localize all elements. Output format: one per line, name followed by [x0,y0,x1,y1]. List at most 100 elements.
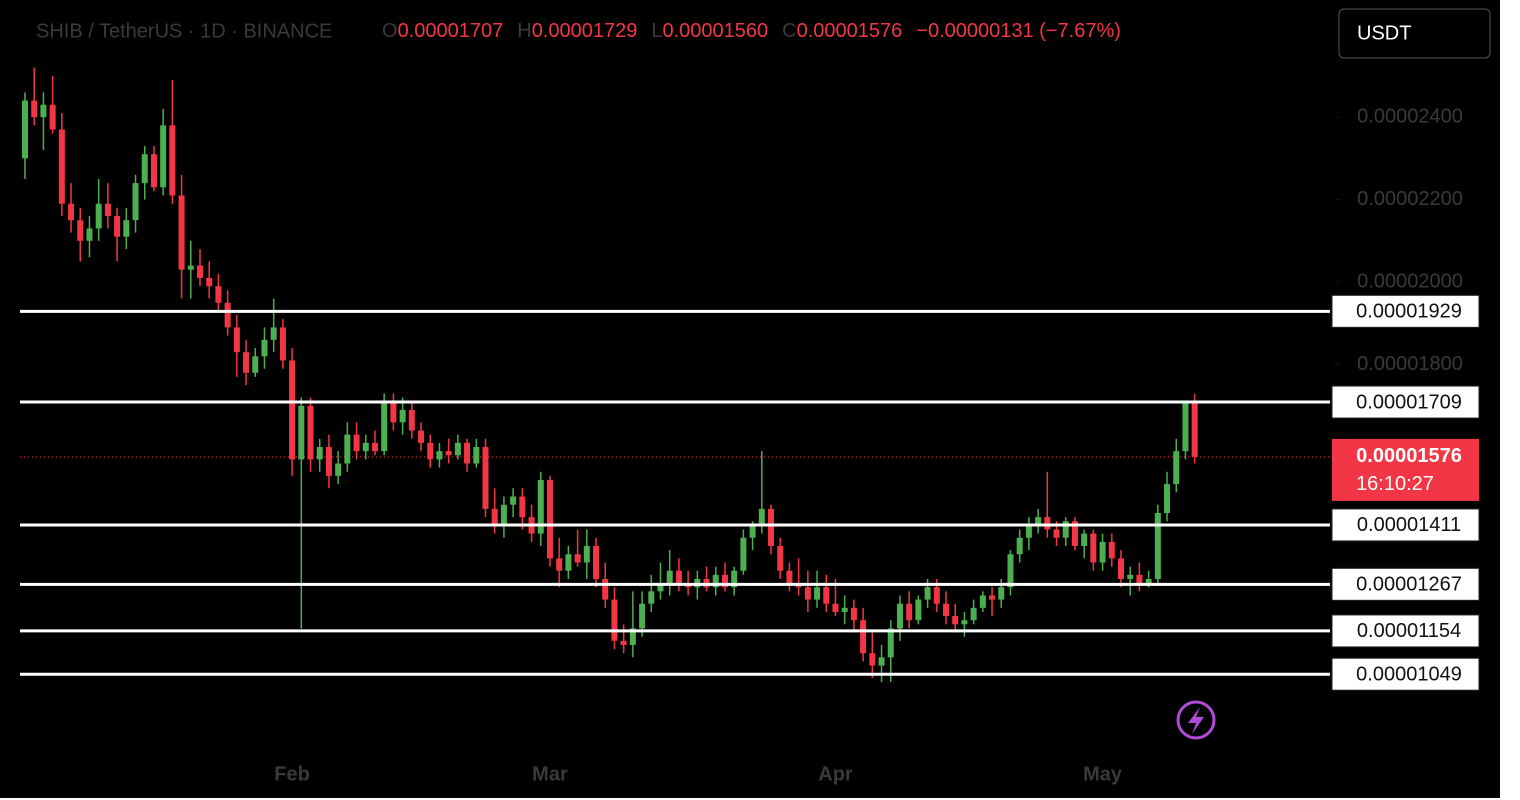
candle-body [325,447,332,476]
candle-body [279,327,286,361]
legend-key: L [651,20,662,42]
candle-body [620,640,627,645]
candle-body [196,265,203,278]
ohlc-values: O0.00001707 H0.00001729 L0.00001560 C0.0000… [382,20,1121,42]
candle-body [924,587,931,600]
candle-body [657,583,664,592]
candle-body [49,104,56,130]
candle-body [1062,521,1069,538]
candle-body [31,100,38,118]
price-level-box [1331,614,1480,648]
candle-body [22,100,28,159]
candle-body [224,302,231,328]
candle-body [602,578,609,600]
candle-body [952,616,959,625]
candle-body [906,603,913,621]
candle-body [1044,517,1051,530]
price-level-label: 0.00001154 [1357,620,1461,642]
candle-body [1164,484,1171,513]
y-tick-label: 0.00002200 [1357,188,1463,210]
candle-body [1127,574,1134,579]
candle-body [961,620,968,625]
y-tick-label: 0.00001800 [1357,353,1463,375]
x-tick-label: Mar [532,763,568,785]
candle-body [1025,525,1032,538]
candle-body [832,603,839,612]
candle-body [95,203,102,229]
candle-body [178,195,185,270]
candle-body [399,409,406,423]
candle-body [427,442,434,460]
x-tick-label: May [1083,763,1123,785]
price-level-box [1331,294,1480,328]
candle-body [464,442,471,464]
candle-body [187,265,194,270]
candle-body [712,574,719,588]
candle-body [943,603,949,617]
candle-body [1145,578,1152,584]
candle-body [68,203,75,221]
countdown: 16:10:27 [1356,473,1434,495]
candle-body [666,570,673,584]
last-price-box [1332,438,1479,501]
candle-body [58,129,65,204]
candle-body [1099,541,1106,563]
candle-body [675,570,682,584]
candle-body [1173,451,1180,485]
candle-body [408,409,415,431]
candle-body [353,434,360,452]
candle-body [169,125,176,196]
candle-body [823,587,830,604]
candle-body [233,327,240,353]
candle-body [979,595,986,608]
price-level-label: 0.00001267 [1356,574,1462,596]
candle-body [307,405,314,460]
candle-body [648,591,655,604]
candle-body [629,628,636,645]
price-level-label: 0.00001929 [1356,301,1462,323]
candle-body [896,603,903,629]
candle-body [298,405,305,460]
candle-body [261,339,268,357]
candle-body [814,587,821,600]
candle-body [215,286,222,303]
candle-body [841,607,848,612]
candle-body [869,653,876,666]
candle-body [519,496,526,518]
candle-body [381,401,388,452]
ohlc-legend: O0.00001707 H0.00001729 L0.00001560 C0.0000… [382,20,1121,42]
candle-body [915,599,922,621]
candle-body [482,447,489,509]
candle-body [150,154,157,188]
candle-body [565,554,572,571]
candle-body [473,447,480,464]
candle-body [583,545,590,563]
candle-body [1108,541,1115,559]
candle-body [436,451,443,460]
y-tick-label: 0.00002000 [1357,270,1463,292]
candle-body [132,183,139,221]
candle-body [1007,554,1014,588]
candle-body [556,558,563,571]
currency-button[interactable] [1338,8,1491,59]
price-level-label: 0.00001411 [1357,514,1461,536]
candle-body [40,104,47,118]
legend-value: 0.00001729 [532,20,638,42]
candle-body [445,451,452,456]
legend-key: O [382,20,398,42]
price-level-box [1331,508,1480,542]
x-tick-label: Apr [818,763,853,785]
candle-body [141,154,148,184]
candle-body [758,508,765,526]
candle-body [510,496,517,505]
currency-label[interactable]: USDT [1357,22,1411,44]
price-level-box [1331,567,1480,601]
candle-body [252,356,259,373]
candle-body [804,587,811,600]
candle-body [1191,402,1198,457]
candle-body [546,480,553,559]
candle-body [768,508,775,546]
candle-body [243,352,250,373]
candle-body [998,587,1005,600]
x-tick-label: Feb [274,763,310,785]
